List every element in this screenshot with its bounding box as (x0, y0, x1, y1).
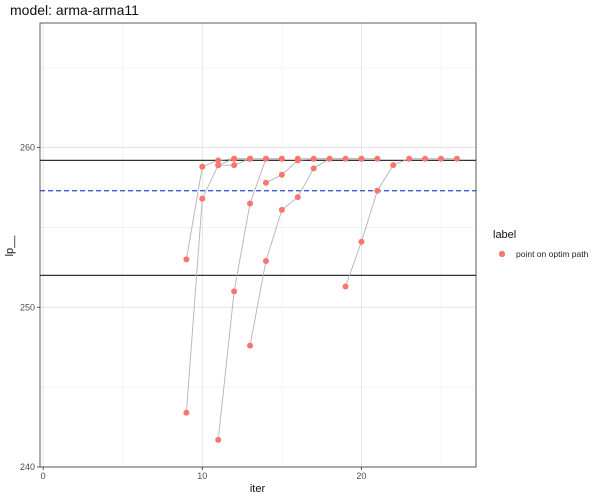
optim-point (199, 163, 206, 170)
optim-point (390, 162, 397, 169)
optim-point (262, 179, 269, 186)
optim-point (215, 157, 222, 164)
optim-point (262, 257, 269, 264)
x-tick-label: 10 (197, 471, 207, 481)
optim-point (199, 195, 206, 202)
optim-point (406, 155, 413, 162)
x-tick-label: 0 (41, 471, 46, 481)
legend-key-point (498, 250, 506, 258)
x-tick-label: 20 (356, 471, 366, 481)
optim-point (294, 155, 301, 162)
optim-point (358, 155, 365, 162)
legend: label point on optim path (493, 229, 589, 259)
optim-point (374, 187, 381, 194)
plot-border (39, 22, 477, 468)
optim-point (215, 162, 222, 169)
optim-point (358, 238, 365, 245)
optim-point (278, 206, 285, 213)
optim-point (453, 155, 460, 162)
optim-point (278, 171, 285, 178)
optim-point (342, 283, 349, 290)
y-tick-label: 240 (20, 462, 35, 472)
reference-lines (40, 159, 476, 276)
optim-points (183, 155, 460, 443)
axis-ticks: 0 10 20 240 250 260 (20, 143, 366, 481)
optim-point (215, 436, 222, 443)
optim-point (294, 194, 301, 201)
optim-point (231, 288, 238, 295)
y-axis-title: lp__ (4, 235, 16, 257)
optim-point (183, 256, 190, 263)
plot-background (40, 23, 476, 467)
optim-point (310, 155, 317, 162)
optim-point (262, 155, 269, 162)
optim-point (247, 200, 254, 207)
optim-point (437, 155, 444, 162)
optim-point (310, 165, 317, 172)
y-tick-label: 260 (20, 143, 35, 153)
optim-point (278, 155, 285, 162)
optim-point (247, 155, 254, 162)
legend-title: label (493, 229, 516, 241)
optim-point (183, 409, 190, 416)
y-tick-label: 250 (20, 302, 35, 312)
optim-point (326, 155, 333, 162)
optim-point (231, 162, 238, 169)
optim-point (342, 155, 349, 162)
optim-point (247, 342, 254, 349)
plot-panel: 0 10 20 240 250 260 (20, 22, 477, 481)
legend-label-point-on-optim-path: point on optim path (516, 249, 589, 259)
optim-point (374, 155, 381, 162)
optim-point (231, 155, 238, 162)
x-axis-title: iter (250, 483, 266, 495)
chart-title: model: arma-arma11 (10, 2, 139, 18)
optim-point (422, 155, 429, 162)
